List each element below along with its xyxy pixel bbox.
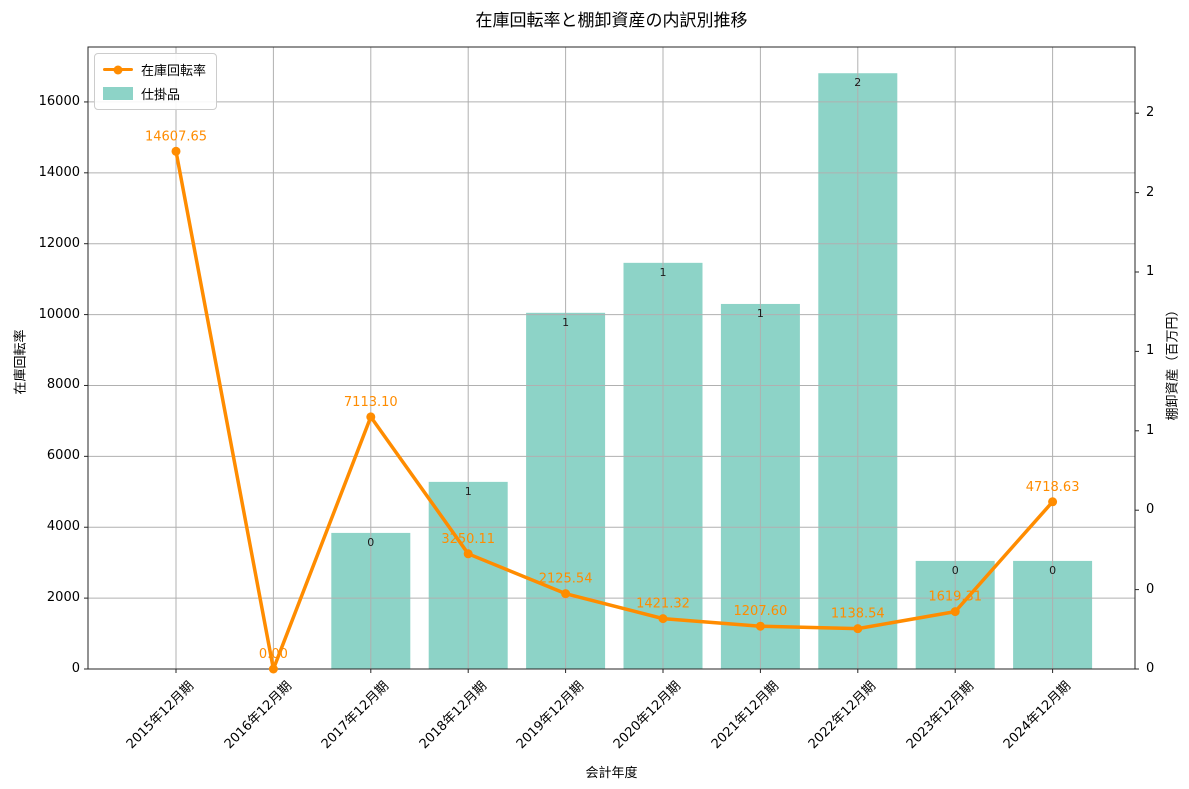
line-point-marker: [755, 621, 765, 631]
y-left-tick-label: 10000: [38, 306, 80, 322]
y-left-tick-label: 14000: [38, 164, 80, 180]
y-right-tick-label: 2: [1146, 105, 1155, 121]
legend-patch-marker-icon: [103, 87, 133, 100]
legend-item-line: 在庫回転率: [103, 60, 206, 79]
line-point-marker: [853, 624, 863, 634]
point-label: 1138.54: [831, 607, 885, 622]
y-left-tick-label: 4000: [46, 519, 80, 535]
point-label: 7113.10: [344, 395, 398, 410]
legend: 在庫回転率 仕掛品: [94, 53, 218, 110]
turnover-line: [174, 149, 1055, 671]
axes-spines: [87, 46, 1136, 670]
legend-line-marker-icon: [103, 65, 133, 74]
line-point-marker: [950, 607, 960, 617]
bar-label: 0: [1049, 564, 1056, 577]
bar-label: 1: [757, 307, 764, 320]
y-right-tick-label: 1: [1146, 422, 1155, 438]
y-left-tick-label: 16000: [38, 93, 80, 109]
point-label: 1619.31: [928, 590, 982, 605]
legend-label-line: 在庫回転率: [141, 64, 207, 79]
y-right-tick-label: 0: [1146, 661, 1155, 676]
bar-label: 1: [562, 316, 569, 329]
y-right-tick-label: 2: [1146, 184, 1155, 200]
line-point-marker: [658, 614, 668, 624]
legend-line-dot-icon: [113, 65, 123, 74]
y-right-tick-label: 0: [1146, 502, 1155, 518]
bar-label: 2: [854, 76, 861, 89]
point-label: 3250.11: [441, 532, 495, 547]
point-label: 1421.32: [636, 597, 690, 612]
line-point-marker: [171, 146, 181, 156]
legend-item-bar: 仕掛品: [103, 84, 206, 103]
line-point-marker: [1048, 497, 1058, 507]
point-label: 2125.54: [539, 572, 593, 587]
y-left-tick-label: 0: [71, 661, 80, 676]
bar-label: 0: [367, 536, 374, 549]
legend-label-bar: 仕掛品: [141, 88, 181, 103]
line-point-marker: [561, 589, 571, 599]
line-point-marker: [463, 549, 473, 559]
y-right-tick-label: 1: [1146, 343, 1155, 359]
y-right-axis-label: 棚卸資産（百万円）: [1165, 303, 1181, 421]
y-left-tick-label: 8000: [46, 377, 80, 393]
line-point-marker: [268, 664, 278, 674]
y-left-tick-label: 6000: [46, 448, 80, 464]
y-left-tick-label: 2000: [46, 590, 80, 606]
bar-label: 1: [465, 485, 472, 498]
point-label: 14607.65: [145, 129, 207, 144]
x-axis-label: 会計年度: [585, 766, 638, 781]
point-label: 0.00: [259, 647, 288, 662]
chart-title: 在庫回転率と棚卸資産の内訳別推移: [475, 11, 748, 31]
point-label: 1207.60: [734, 604, 788, 619]
bar-label: 0: [952, 564, 959, 577]
y-right-tick-label: 1: [1146, 264, 1155, 279]
y-right-tick-label: 0: [1146, 581, 1155, 597]
bar-label: 1: [660, 266, 667, 279]
y-left-tick-label: 12000: [38, 235, 80, 251]
point-label: 4718.63: [1026, 480, 1080, 495]
line-point-marker: [366, 412, 376, 422]
